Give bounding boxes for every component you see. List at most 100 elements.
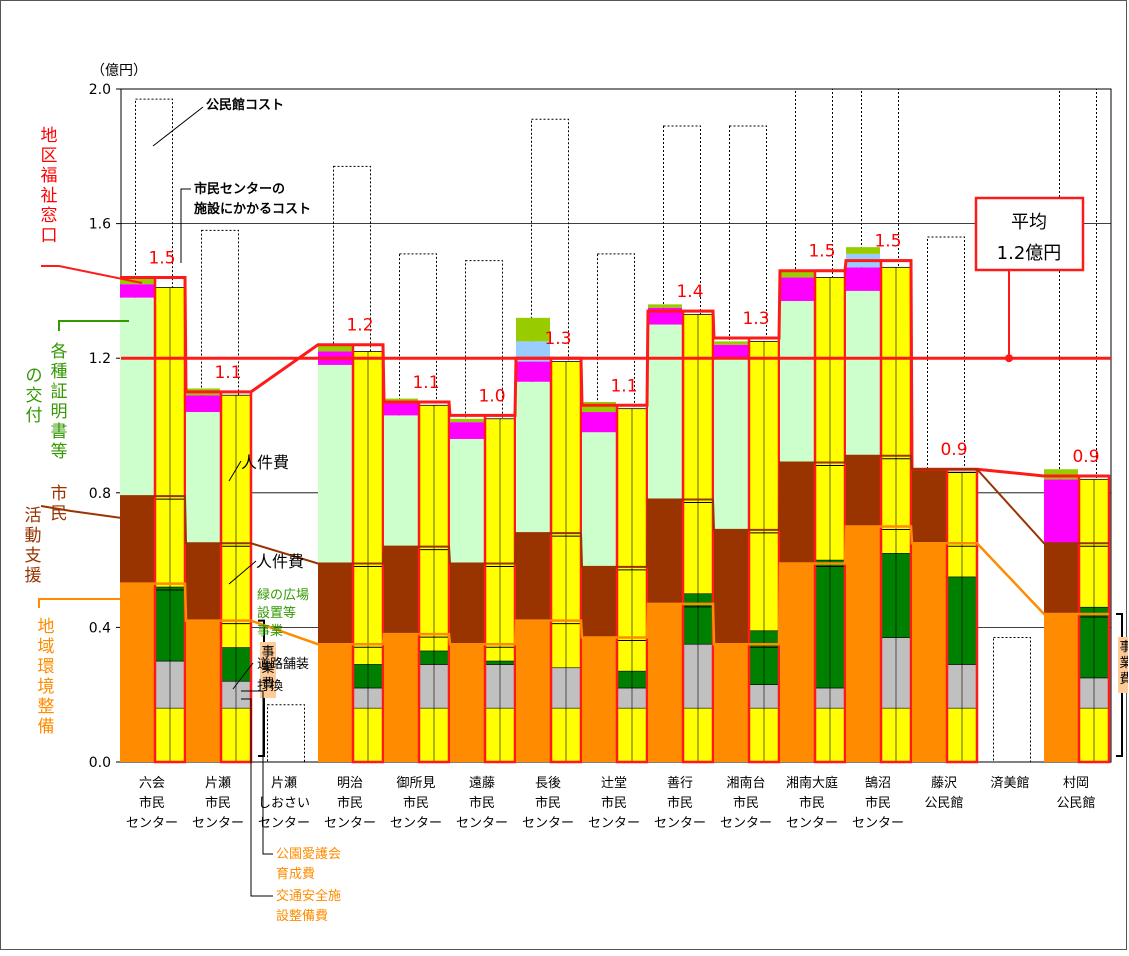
category-label: 公民館 bbox=[924, 796, 963, 811]
bar-segment-5 bbox=[648, 304, 682, 308]
legend-shimin-2: 援 bbox=[25, 566, 42, 586]
value-label: 1.1 bbox=[412, 373, 439, 393]
category-label: 湘南台 bbox=[726, 775, 765, 791]
category-label: 市民 bbox=[799, 795, 825, 811]
y-tick-label: 0.0 bbox=[89, 755, 111, 771]
category-label: 片瀬 bbox=[205, 776, 231, 791]
legend-chiiki: 整 bbox=[38, 697, 55, 717]
value-label: 1.5 bbox=[874, 232, 901, 252]
bar-segment-0 bbox=[846, 526, 880, 762]
legend-shomeisho-1: 書 bbox=[51, 422, 68, 442]
bar-segment-1 bbox=[318, 563, 352, 645]
category-label: 市民 bbox=[601, 795, 627, 811]
category-label: 市民 bbox=[865, 795, 891, 811]
annotation-doro: 道路舗装 bbox=[257, 656, 309, 672]
bar-segment-1 bbox=[450, 563, 484, 645]
bar-segment-1 bbox=[714, 529, 748, 645]
legend-leader-green bbox=[58, 320, 129, 331]
bar-segment-2 bbox=[384, 415, 418, 547]
y-tick-label: 1.6 bbox=[89, 217, 111, 233]
annotation-center-cost: 施設にかかるコスト bbox=[194, 201, 311, 217]
annotation-jinkenhi-2-leader bbox=[228, 560, 257, 585]
category-label: 村岡 bbox=[1063, 776, 1089, 791]
bar-segment-5 bbox=[714, 341, 748, 345]
bar-segment-5 bbox=[516, 317, 550, 342]
jigyohi-label-bg bbox=[1118, 636, 1129, 693]
category-label: 六会 bbox=[139, 776, 165, 791]
bar-segment-2 bbox=[648, 324, 682, 500]
value-label: 0.9 bbox=[1072, 447, 1099, 467]
legend-leader-brown bbox=[40, 505, 130, 520]
bar-segment-5 bbox=[846, 247, 880, 254]
category-label: 公民館 bbox=[1056, 796, 1095, 811]
legend-leader-red bbox=[41, 265, 143, 284]
bar-segment-2 bbox=[516, 381, 550, 534]
category-label: センター bbox=[786, 816, 838, 831]
legend-shomeisho-1: 証 bbox=[51, 382, 68, 402]
bar-segment-0 bbox=[648, 603, 682, 762]
bar-segment-0 bbox=[780, 563, 814, 762]
bar-segment-0 bbox=[516, 620, 550, 762]
y-tick-label: 0.4 bbox=[89, 620, 111, 636]
annotation-kotsu: 交通安全施 bbox=[276, 888, 341, 904]
kominkan-cost-outline bbox=[993, 636, 1031, 763]
category-label: 御所見 bbox=[396, 776, 435, 791]
average-label-box bbox=[974, 196, 1085, 272]
bar-segment-3 bbox=[120, 284, 154, 298]
bar-segment-1 bbox=[780, 462, 814, 564]
jigyohi-label: 費 bbox=[261, 677, 274, 692]
bar-segment-0 bbox=[384, 634, 418, 762]
legend-shomeisho-1: 等 bbox=[51, 442, 68, 462]
category-label: 善行 bbox=[667, 775, 693, 791]
legend-shimin-2: 活 bbox=[25, 506, 42, 526]
bar-segment-1 bbox=[120, 496, 154, 584]
category-label: 遠藤 bbox=[469, 776, 495, 791]
bar-segment-5 bbox=[780, 270, 814, 278]
bar-segment-0 bbox=[912, 543, 946, 762]
legend-shomeisho-2: の bbox=[26, 366, 43, 386]
bar-segment-1 bbox=[1044, 543, 1078, 614]
legend-chiku-fukushi: 区 bbox=[41, 146, 58, 166]
bar-segment-5 bbox=[120, 277, 154, 285]
bar-segment-2 bbox=[582, 432, 616, 567]
annotation-kominkan: 公民館コスト bbox=[206, 97, 284, 113]
category-label: しおさい bbox=[258, 796, 310, 811]
category-label: センター bbox=[324, 816, 376, 831]
legend-chiiki: 域 bbox=[38, 637, 55, 657]
bar-segment-1 bbox=[186, 543, 220, 621]
annotation-midori: 設置等 bbox=[257, 605, 296, 621]
legend-shomeisho-1: 種 bbox=[51, 362, 68, 382]
jigyohi-label: 業 bbox=[1119, 655, 1128, 671]
annotation-kominkan-leader bbox=[152, 106, 204, 147]
bar-segment-1 bbox=[846, 455, 880, 527]
jigyohi-label: 事 bbox=[261, 645, 274, 660]
bar-segment-3 bbox=[450, 422, 484, 439]
jigyohi-label-bg bbox=[260, 642, 276, 699]
legend-chiiki: 境 bbox=[38, 677, 55, 697]
category-label: 市民 bbox=[733, 795, 759, 811]
value-label: 1.5 bbox=[808, 242, 835, 262]
annotation-jinkenhi-1-leader bbox=[228, 460, 242, 482]
legend-shomeisho-2: 交 bbox=[26, 386, 43, 406]
legend-chiiki: 環 bbox=[38, 657, 55, 677]
category-label: 市民 bbox=[469, 795, 495, 811]
category-label: 市民 bbox=[667, 795, 693, 811]
bar-segment-2 bbox=[714, 358, 748, 530]
bar-segment-1 bbox=[384, 546, 418, 635]
category-label: センター bbox=[588, 816, 640, 831]
bar-segment-2 bbox=[120, 297, 154, 497]
bar-segment-5 bbox=[450, 418, 484, 423]
jigyohi-line bbox=[120, 525, 1109, 646]
category-label: 市民 bbox=[403, 795, 429, 811]
category-label: センター bbox=[654, 816, 706, 831]
bar-segment-5 bbox=[384, 398, 418, 402]
category-label: 市民 bbox=[337, 795, 363, 811]
bar-segment-0 bbox=[318, 644, 352, 762]
bar-segment-3 bbox=[582, 412, 616, 433]
bar-segment-0 bbox=[186, 620, 220, 762]
bar-segment-5 bbox=[1044, 469, 1078, 480]
total-line bbox=[120, 259, 1109, 478]
category-label: センター bbox=[390, 816, 442, 831]
bar-segment-3 bbox=[714, 344, 748, 359]
